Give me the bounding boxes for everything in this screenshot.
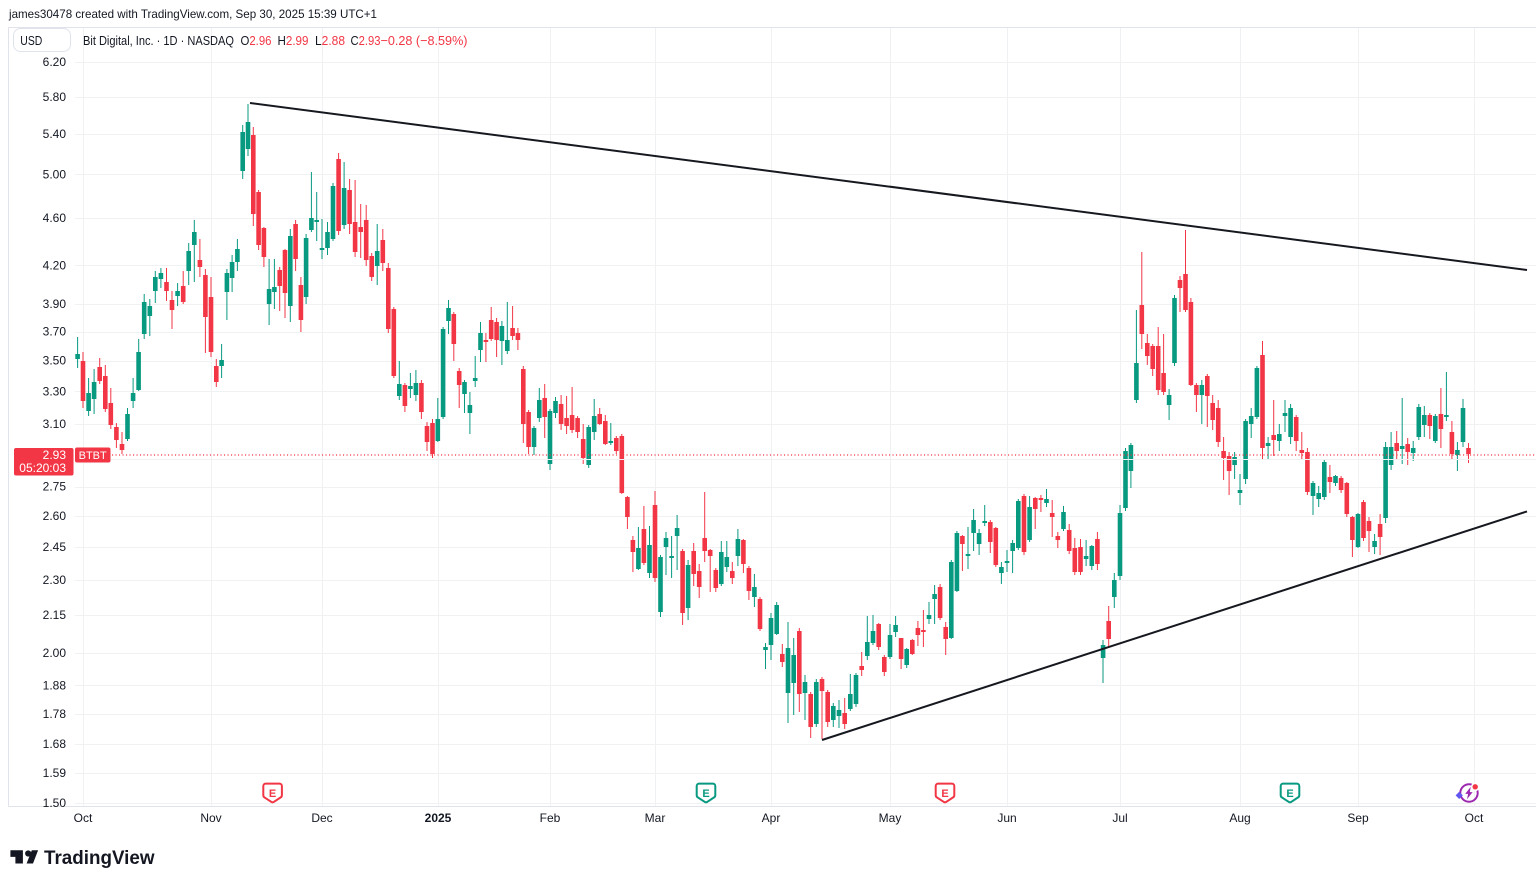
svg-text:5.00: 5.00 xyxy=(43,167,67,181)
svg-text:E: E xyxy=(269,788,276,800)
svg-text:TradingView: TradingView xyxy=(44,847,155,869)
svg-text:E: E xyxy=(702,788,709,800)
svg-text:3.30: 3.30 xyxy=(43,384,67,398)
svg-text:2.93: 2.93 xyxy=(43,448,67,462)
svg-text:L2.88: L2.88 xyxy=(315,33,345,48)
svg-text:5.80: 5.80 xyxy=(43,90,67,104)
svg-text:2025: 2025 xyxy=(425,811,452,825)
svg-text:2.00: 2.00 xyxy=(43,646,67,660)
svg-text:Aug: Aug xyxy=(1229,811,1250,825)
svg-text:4.60: 4.60 xyxy=(43,211,67,225)
svg-text:Oct: Oct xyxy=(1465,811,1484,825)
svg-text:May: May xyxy=(879,811,902,825)
svg-text:3.10: 3.10 xyxy=(43,417,67,431)
svg-text:Feb: Feb xyxy=(540,811,561,825)
svg-text:2.30: 2.30 xyxy=(43,573,67,587)
svg-text:4.20: 4.20 xyxy=(43,259,67,273)
svg-text:BTBT: BTBT xyxy=(79,450,107,462)
svg-text:2.15: 2.15 xyxy=(43,608,67,622)
svg-text:E: E xyxy=(1286,788,1293,800)
svg-text:1.88: 1.88 xyxy=(43,678,67,692)
svg-text:2.75: 2.75 xyxy=(43,480,67,494)
svg-text:1.68: 1.68 xyxy=(43,737,67,751)
svg-text:Jul: Jul xyxy=(1112,811,1127,825)
svg-text:3.50: 3.50 xyxy=(43,354,67,368)
svg-text:1.59: 1.59 xyxy=(43,766,67,780)
svg-text:−0.28 (−8.59%): −0.28 (−8.59%) xyxy=(381,33,468,48)
svg-text:Nov: Nov xyxy=(200,811,221,825)
svg-text:Apr: Apr xyxy=(762,811,781,825)
svg-text:3.90: 3.90 xyxy=(43,297,67,311)
svg-text:Sep: Sep xyxy=(1347,811,1369,825)
svg-text:Dec: Dec xyxy=(311,811,332,825)
svg-text:C2.93: C2.93 xyxy=(351,33,381,48)
svg-text:05:20:03: 05:20:03 xyxy=(19,461,66,475)
svg-text:6.20: 6.20 xyxy=(43,55,67,69)
svg-text:O2.96: O2.96 xyxy=(241,33,272,48)
svg-text:1.78: 1.78 xyxy=(43,707,67,721)
svg-text:Bit Digital, Inc. · 1D · NASDA: Bit Digital, Inc. · 1D · NASDAQ xyxy=(83,33,234,48)
svg-text:1.50: 1.50 xyxy=(43,796,67,810)
svg-text:2.45: 2.45 xyxy=(43,540,67,554)
svg-text:3.70: 3.70 xyxy=(43,325,67,339)
svg-text:USD: USD xyxy=(20,33,42,48)
svg-text:Oct: Oct xyxy=(74,811,93,825)
svg-text:Mar: Mar xyxy=(645,811,666,825)
svg-text:5.40: 5.40 xyxy=(43,127,67,141)
svg-text:Jun: Jun xyxy=(997,811,1016,825)
svg-text:E: E xyxy=(941,788,948,800)
svg-text:2.60: 2.60 xyxy=(43,509,67,523)
svg-text:james30478 created with Tradin: james30478 created with TradingView.com,… xyxy=(8,7,377,21)
svg-text:H2.99: H2.99 xyxy=(278,33,309,48)
